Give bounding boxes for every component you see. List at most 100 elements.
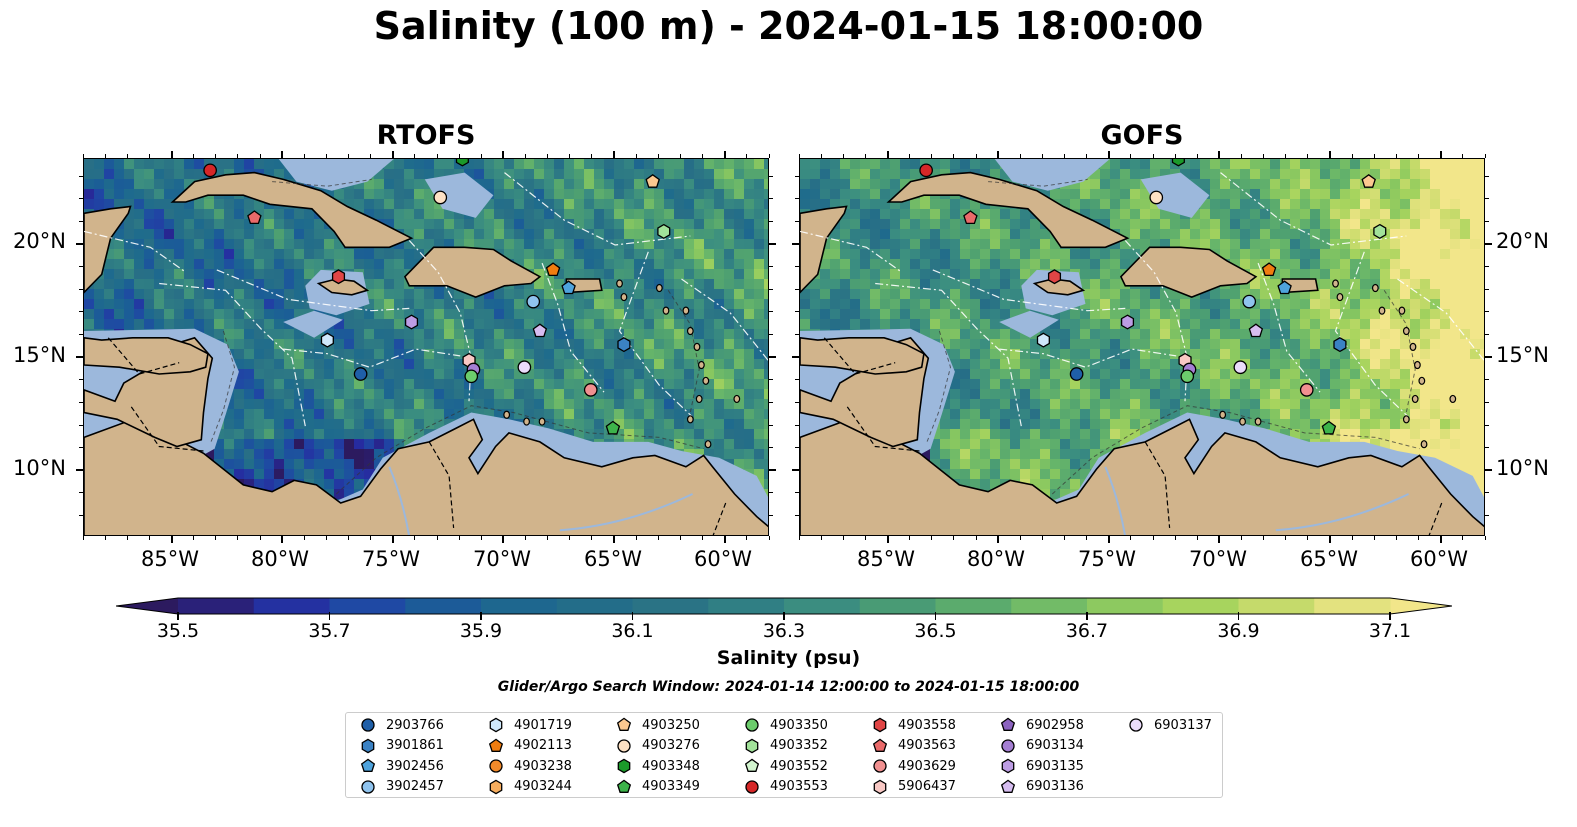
legend-marker-4901719 — [489, 717, 503, 733]
island — [1239, 417, 1246, 426]
float-marker-4903352 — [1373, 223, 1387, 240]
axis-tick — [1485, 356, 1492, 359]
legend-label: 4903553 — [770, 779, 828, 794]
axis-tick — [325, 536, 327, 540]
legend-entry: 4903350 — [744, 715, 828, 735]
axis-tick — [723, 536, 726, 543]
axis-tick — [259, 154, 261, 158]
circle-marker-icon — [1129, 718, 1143, 732]
legend-label: 4903244 — [514, 779, 572, 794]
axis-tick — [886, 536, 889, 543]
axis-tick — [525, 154, 527, 158]
shelf-area — [283, 310, 343, 338]
axis-tick — [953, 154, 955, 158]
axis-tick — [795, 198, 799, 200]
axis-tick — [795, 220, 799, 222]
axis-tick — [502, 536, 505, 543]
float-marker-4903349 — [605, 420, 621, 435]
legend-marker-4903563 — [872, 738, 888, 752]
axis-tick — [842, 536, 844, 540]
x-tick-label: 80°W — [251, 547, 309, 571]
axis-tick — [975, 536, 977, 540]
island — [1409, 342, 1417, 351]
axis-tick — [795, 515, 799, 517]
island — [686, 415, 694, 424]
colorbar-tick-label: 36.9 — [1217, 620, 1260, 642]
legend-label: 4903238 — [514, 758, 572, 774]
axis-tick — [281, 536, 284, 543]
axis-tick — [1373, 154, 1375, 158]
axis-tick — [348, 536, 350, 540]
legend-label: 6903135 — [1026, 758, 1084, 774]
axis-tick — [613, 151, 616, 158]
float-marker-4903276 — [433, 190, 448, 205]
legend-entry: 4903244 — [488, 777, 572, 797]
legend-entry: 5906437 — [872, 777, 956, 797]
axis-tick — [303, 154, 305, 158]
country-border — [107, 337, 180, 375]
colorbar-tick-label: 35.9 — [459, 620, 503, 642]
legend-entry: 3902456 — [360, 756, 444, 776]
pentagon-marker-icon — [872, 738, 888, 752]
legend-marker-4903552 — [744, 758, 760, 772]
island — [538, 417, 546, 426]
eez-boundary — [800, 230, 903, 273]
float-marker-6903135 — [404, 314, 419, 330]
legend-marker-6902958 — [1000, 717, 1016, 731]
float-marker-4903629 — [1299, 383, 1314, 397]
pentagon-marker-icon — [1000, 779, 1016, 793]
axis-tick — [1395, 154, 1397, 158]
axis-tick — [997, 536, 1000, 543]
axis-tick — [1086, 536, 1088, 540]
colorbar-tick-label: 36.5 — [914, 620, 957, 642]
axis-tick — [657, 536, 659, 540]
colorbar-extend-max — [1390, 598, 1452, 614]
axis-tick — [769, 424, 773, 426]
island — [695, 394, 703, 404]
axis-tick — [148, 536, 150, 540]
country-border — [712, 502, 727, 535]
axis-tick — [480, 154, 482, 158]
axis-tick — [1218, 536, 1221, 543]
panel-title-gofs: GOFS — [1100, 120, 1184, 151]
axis-tick — [1263, 154, 1265, 158]
island — [1336, 292, 1344, 302]
axis-tick — [591, 154, 593, 158]
float-marker-4903563 — [963, 210, 978, 225]
axis-tick — [1174, 536, 1176, 540]
axis-tick — [768, 154, 770, 158]
colorbar-bin — [1314, 598, 1391, 614]
axis-tick — [1241, 154, 1243, 158]
axis-tick — [79, 379, 83, 381]
hexagon-marker-icon — [873, 717, 887, 733]
pentagon-marker-icon — [744, 758, 760, 772]
x-tick-label: 85°W — [857, 547, 915, 571]
axis-tick — [798, 536, 800, 540]
axis-tick — [798, 154, 800, 158]
colorbar-bin — [253, 598, 330, 614]
axis-tick — [547, 536, 549, 540]
hexagon-marker-icon — [617, 758, 631, 774]
colorbar-tick — [934, 612, 937, 620]
float-marker-6903137 — [517, 360, 532, 375]
axis-tick — [1462, 154, 1464, 158]
legend-label: 4903552 — [770, 758, 828, 774]
colorbar-tick — [1389, 612, 1391, 620]
axis-tick — [842, 154, 844, 158]
axis-tick — [931, 154, 933, 158]
axis-tick — [795, 311, 799, 313]
search-window-caption: Glider/Argo Search Window: 2024-01-14 12… — [497, 679, 1080, 695]
axis-tick — [1485, 492, 1489, 494]
axis-tick — [795, 379, 799, 381]
shelf-area — [999, 310, 1059, 338]
axis-tick — [769, 447, 773, 449]
river — [1275, 493, 1409, 532]
legend-entry: 6903135 — [1000, 756, 1084, 776]
circle-marker-icon — [617, 738, 631, 753]
axis-tick — [1484, 154, 1486, 158]
axis-tick — [702, 536, 704, 540]
axis-tick — [79, 515, 83, 517]
axis-tick — [769, 220, 773, 222]
axis-tick — [975, 154, 977, 158]
legend-marker-4903349 — [616, 779, 632, 793]
